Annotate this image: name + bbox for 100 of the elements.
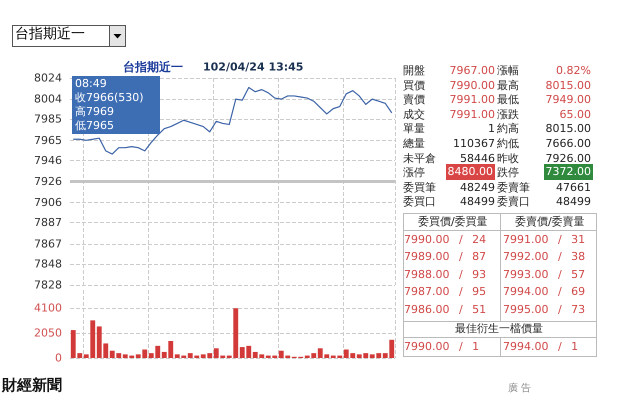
text: 委買價/委買量 <box>418 215 488 229</box>
y-tick-label: 7848 <box>34 257 62 270</box>
text: 7949.00 <box>546 93 591 108</box>
bar <box>344 350 349 358</box>
bar <box>363 353 368 358</box>
text: 8015.00 <box>546 78 591 93</box>
text: 7995.00 / 73 <box>503 302 586 317</box>
bar <box>376 353 382 358</box>
annotation: 收7966(530) <box>75 91 145 105</box>
y-tick-label: 8004 <box>34 92 62 106</box>
text: 48499 <box>556 195 591 210</box>
text: 7926.00 <box>546 152 591 166</box>
text: 7990.00 <box>450 78 495 93</box>
text: 7987.00 / 95 <box>404 285 486 300</box>
text: 7967.00 <box>450 64 495 78</box>
text: 7994.00 / 1 <box>503 340 578 354</box>
text: 單量 <box>403 122 425 136</box>
y-tick-label: 7985 <box>34 112 62 126</box>
text: 成交 <box>403 108 425 122</box>
text: 昨收 <box>497 152 519 166</box>
text: 1 <box>488 122 495 136</box>
text: 65.00 <box>560 108 591 122</box>
line-series <box>72 86 392 155</box>
bar <box>103 343 108 358</box>
text: 約高 <box>497 122 519 136</box>
text: 財經新聞 <box>2 376 62 394</box>
text: 7990.00 / 24 <box>404 233 486 247</box>
bar <box>148 353 154 358</box>
text: 7993.00 / 57 <box>503 268 586 282</box>
text: 委買口 <box>403 195 436 210</box>
bar <box>188 353 193 358</box>
text: 最低 <box>497 93 519 108</box>
annotation: 08:49 <box>75 77 108 91</box>
text: 總量 <box>403 137 425 151</box>
bar <box>350 353 356 358</box>
y-tick-label: 7828 <box>34 278 62 292</box>
y-tick-label: 4100 <box>34 302 62 315</box>
text: 廣 告 <box>508 382 532 396</box>
text: 8480.00 <box>446 164 495 180</box>
annotation: 高7969 <box>75 105 115 119</box>
text: 台指期近一 <box>15 26 85 42</box>
bar <box>116 353 122 358</box>
bar <box>318 348 323 358</box>
text: 未平倉 <box>403 152 436 166</box>
y-tick-label: 2050 <box>34 326 62 340</box>
text: 買價 <box>403 78 425 93</box>
chart-title: 台指期近一 <box>123 60 183 74</box>
y-tick-label: 7965 <box>34 134 62 147</box>
y-tick-label: 7867 <box>34 237 62 250</box>
text: 漲跌 <box>497 108 519 122</box>
bar <box>240 347 245 358</box>
bar <box>110 350 115 358</box>
text: 漲幅 <box>497 64 519 78</box>
bar <box>278 350 284 358</box>
text: 7666.00 <box>546 137 591 151</box>
text: 8015.00 <box>546 122 591 136</box>
text: 開盤 <box>403 64 425 78</box>
bar <box>233 308 238 358</box>
text: 7991.00 <box>450 93 495 108</box>
bar <box>155 346 160 358</box>
bar <box>252 352 258 358</box>
text: 約低 <box>497 137 519 151</box>
text: 47661 <box>556 180 591 195</box>
text: 委賣口 <box>497 195 530 210</box>
bar <box>246 346 252 358</box>
y-tick-label: 7946 <box>34 154 62 167</box>
text: 7990.00 / 1 <box>404 340 480 354</box>
text: 跌停 <box>497 166 519 180</box>
text: 58446 <box>460 152 495 166</box>
bar <box>382 353 388 358</box>
text: 7988.00 / 93 <box>404 268 486 282</box>
text: 7989.00 / 87 <box>404 250 486 264</box>
bar <box>311 353 316 358</box>
bar <box>168 341 174 358</box>
text: 7372.00 <box>544 164 593 180</box>
text: 7986.00 / 51 <box>404 302 486 317</box>
text: 7992.00 / 38 <box>503 250 586 264</box>
text: 110367 <box>453 137 495 151</box>
text: 7994.00 / 69 <box>503 285 586 300</box>
text: 賣價 <box>403 93 425 108</box>
bar <box>77 353 82 358</box>
text: 委賣筆 <box>497 180 530 195</box>
bar <box>162 352 167 358</box>
bar <box>90 320 96 358</box>
chart-subtitle: 102/04/24 13:45 <box>203 60 304 74</box>
text: 最佳衍生一檔價量 <box>455 322 543 336</box>
bar <box>142 350 148 358</box>
y-tick-label: 7906 <box>34 196 62 210</box>
bar <box>389 340 394 358</box>
text: 7991.00 / 31 <box>503 233 586 247</box>
text: 0.82% <box>556 64 591 78</box>
bar <box>96 326 102 358</box>
y-tick-label: 7926 <box>34 175 62 188</box>
text: 委賣價/委賣量 <box>515 215 585 229</box>
y-tick-label: 0 <box>55 352 62 364</box>
annotation: 低7965 <box>75 119 115 133</box>
y-tick-label: 7887 <box>34 216 62 230</box>
text: 委買筆 <box>403 180 436 195</box>
text: 48499 <box>460 195 495 210</box>
text: 48249 <box>460 180 495 195</box>
